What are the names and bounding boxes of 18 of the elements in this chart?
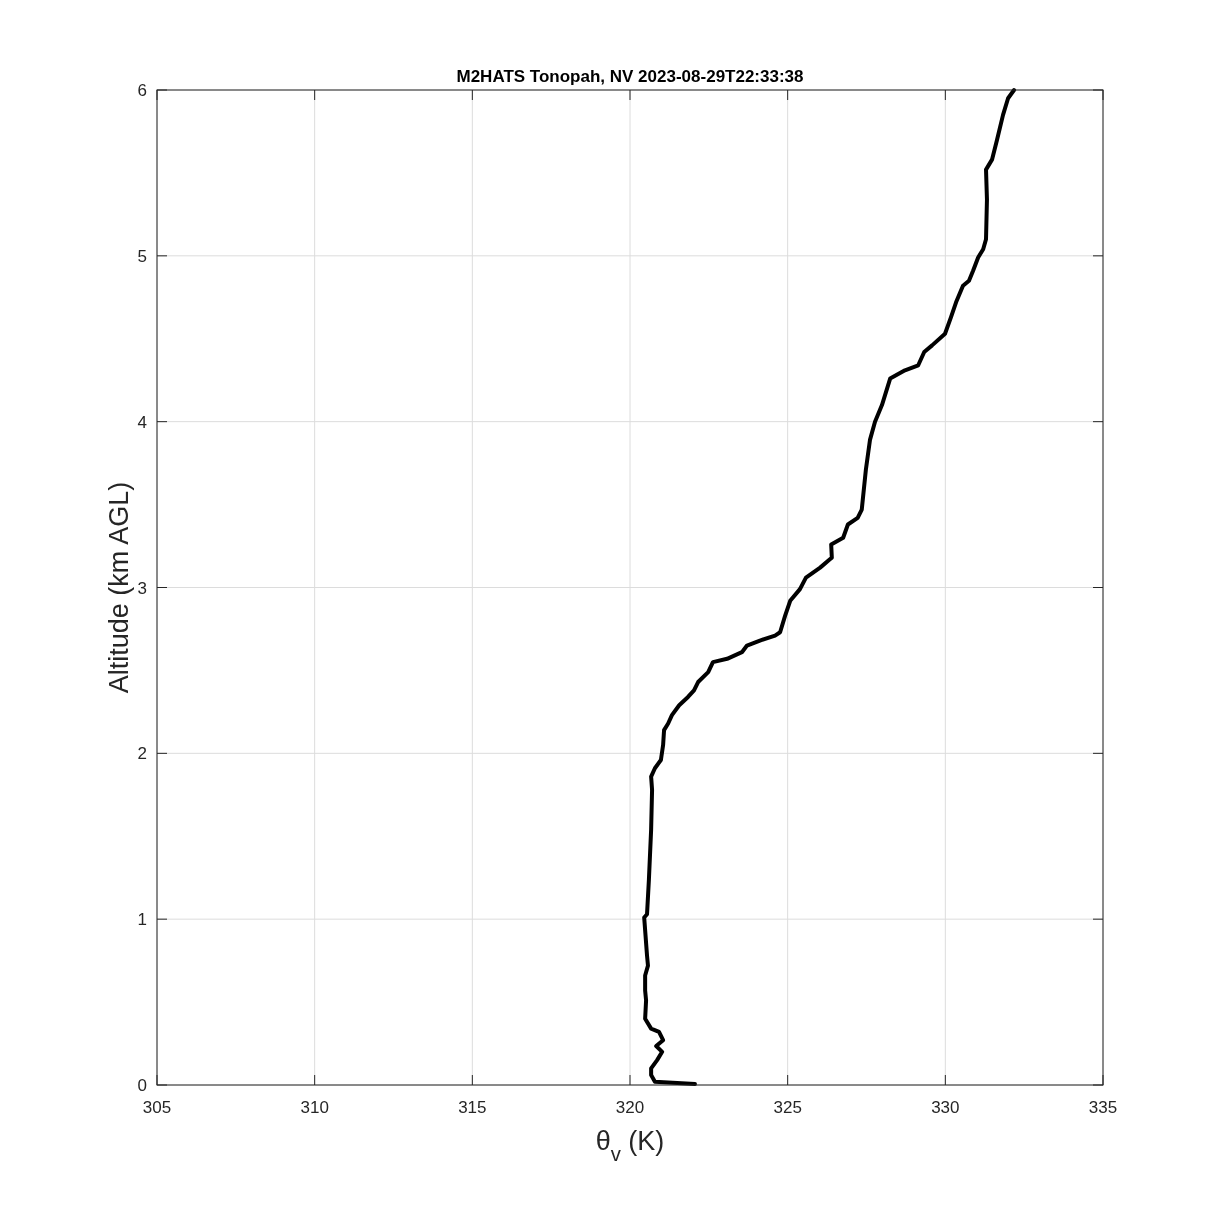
x-tick-label: 335 — [1088, 1098, 1118, 1117]
chart-title: M2HATS Tonopah, NV 2023-08-29T22:33:38 — [456, 67, 804, 86]
x-tick-label: 315 — [458, 1098, 487, 1117]
y-tick-label: 5 — [137, 246, 147, 266]
x-tick-label: 305 — [142, 1098, 172, 1117]
y-tick-label: 3 — [137, 578, 147, 598]
y-tick-label: 4 — [137, 412, 147, 432]
y-tick-label: 6 — [137, 81, 147, 100]
y-tick-label: 2 — [137, 744, 147, 764]
x-tick-label: 310 — [300, 1098, 329, 1117]
x-tick-label: 330 — [931, 1098, 960, 1117]
x-tick-label: 325 — [773, 1098, 802, 1117]
y-tick-label: 0 — [137, 1076, 147, 1095]
line-series — [642, 88, 1017, 1087]
x-axis-title: θ$_{v}$ (K) — [595, 1126, 665, 1165]
y-axis-title: Altitude (km AGL) — [104, 481, 134, 694]
x-tick-label: 320 — [615, 1098, 645, 1117]
y-tick-label: 1 — [137, 910, 147, 930]
